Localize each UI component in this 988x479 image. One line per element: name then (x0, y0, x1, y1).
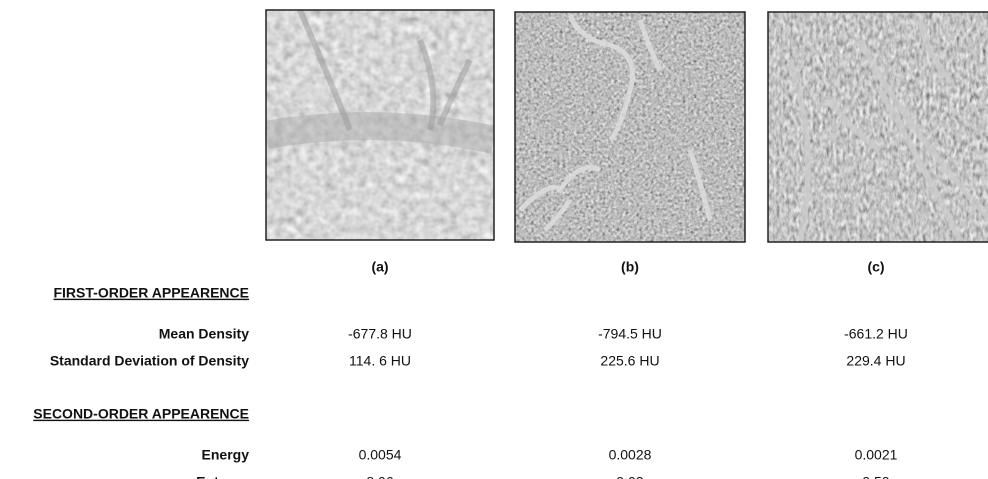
image-b (515, 12, 745, 242)
row-value: 8.06 (366, 474, 393, 479)
row-value: 0.0054 (359, 447, 402, 463)
panel-label: (b) (621, 259, 639, 275)
panel-label: (a) (371, 259, 388, 275)
image-c (768, 12, 988, 242)
section-title: SECOND-ORDER APPEARENCE (33, 406, 249, 422)
row-value: 9.03 (616, 474, 643, 479)
section-title: FIRST-ORDER APPEARENCE (53, 285, 249, 301)
row-value: 9.59 (862, 474, 889, 479)
panel-label: (c) (867, 259, 884, 275)
row-value: 225.6 HU (600, 353, 659, 369)
row-value: 0.0028 (609, 447, 652, 463)
row-value: 0.0021 (855, 447, 898, 463)
figure-canvas: (a) (b) (c) FIRST-ORDER APPEARENCE Mean Dens… (0, 0, 988, 479)
row-value: -661.2 HU (844, 326, 908, 342)
row-label: Entropy (196, 474, 249, 479)
row-value: 229.4 HU (846, 353, 905, 369)
image-a (266, 10, 494, 240)
row-label: Standard Deviation of Density (50, 353, 249, 369)
row-value: 114. 6 HU (349, 353, 411, 369)
row-label: Mean Density (159, 326, 249, 342)
figure: (a) (b) (c) FIRST-ORDER APPEARENCE Mean Dens… (0, 0, 988, 479)
row-value: -794.5 HU (598, 326, 662, 342)
row-value: -677.8 HU (348, 326, 412, 342)
row-label: Energy (202, 447, 250, 463)
